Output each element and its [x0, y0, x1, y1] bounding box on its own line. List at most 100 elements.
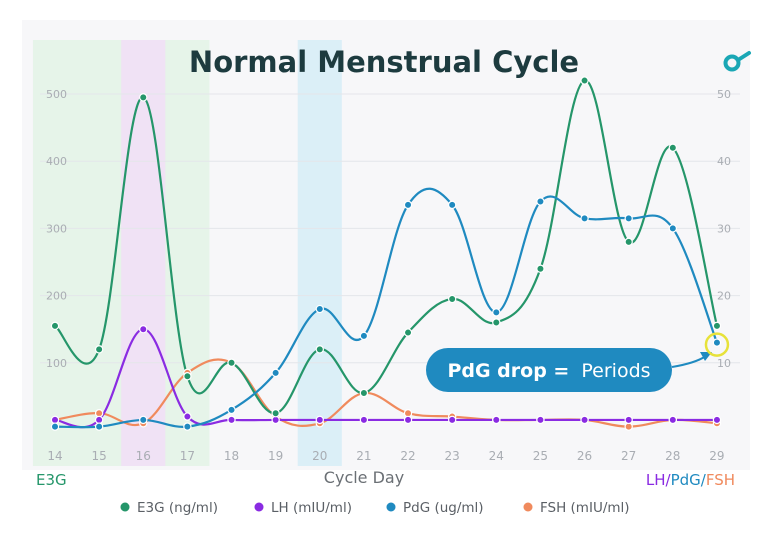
y-tick-left: 500	[46, 88, 67, 101]
point-pdg[interactable]	[403, 200, 413, 210]
point-e3g[interactable]	[50, 321, 60, 331]
series-lines	[54, 79, 719, 429]
point-pdg[interactable]	[271, 368, 280, 378]
point-pdg[interactable]	[139, 415, 148, 425]
annotation-label: Periods	[581, 360, 650, 382]
y-tick-left: 400	[46, 155, 67, 168]
x-tick: 27	[621, 449, 636, 463]
point-lh[interactable]	[447, 415, 457, 425]
highlight-band-blue	[297, 40, 342, 466]
x-tick: 20	[312, 449, 327, 463]
x-tick: 29	[709, 449, 724, 463]
point-e3g[interactable]	[712, 321, 722, 331]
point-lh[interactable]	[271, 415, 280, 425]
point-e3g[interactable]	[403, 328, 413, 337]
x-tick: 24	[489, 449, 504, 463]
x-tick: 23	[445, 449, 460, 463]
point-pdg[interactable]	[183, 422, 192, 431]
annotation-arrowhead	[700, 352, 712, 361]
point-pdg[interactable]	[580, 214, 589, 223]
right-axis-sep: /	[666, 471, 672, 489]
point-lh[interactable]	[50, 415, 60, 425]
o-arrow-logo-icon[interactable]	[723, 51, 751, 72]
point-e3g[interactable]	[227, 358, 236, 367]
x-tick: 15	[91, 449, 106, 463]
point-e3g[interactable]	[668, 143, 678, 152]
point-e3g[interactable]	[536, 264, 545, 273]
point-e3g[interactable]	[580, 76, 589, 85]
legend-swatch-pdg	[386, 502, 396, 512]
legend-label-pdg: PdG (ug/ml)	[403, 500, 484, 516]
point-lh[interactable]	[712, 415, 722, 425]
x-tick: 14	[47, 449, 62, 463]
point-lh[interactable]	[580, 415, 589, 425]
point-lh[interactable]	[359, 415, 369, 425]
point-e3g[interactable]	[359, 388, 369, 398]
point-pdg[interactable]	[315, 304, 324, 314]
point-e3g[interactable]	[492, 318, 501, 327]
point-lh[interactable]	[668, 415, 678, 425]
right-axis-sep: /	[701, 471, 707, 489]
point-lh[interactable]	[139, 325, 148, 334]
highlight-bands	[32, 40, 342, 466]
chart-title: Normal Menstrual Cycle	[189, 45, 579, 79]
y-tick-right: 20	[717, 290, 731, 303]
point-lh[interactable]	[94, 415, 104, 425]
point-e3g[interactable]	[271, 409, 280, 418]
point-pdg[interactable]	[447, 200, 457, 210]
y-tick-left: 100	[46, 357, 67, 370]
point-lh[interactable]	[227, 415, 236, 425]
point-pdg[interactable]	[624, 214, 633, 223]
tick-labels: 100 200 300 400 500 10 20 30 40 50 14 15 16 17 18 19 20 2…	[46, 88, 731, 463]
y-tick-right: 30	[717, 222, 731, 235]
x-tick: 16	[136, 449, 151, 463]
point-pdg[interactable]	[492, 308, 501, 317]
point-e3g[interactable]	[447, 294, 457, 304]
point-e3g[interactable]	[139, 93, 148, 102]
point-pdg[interactable]	[712, 338, 722, 347]
y-tick-right: 40	[717, 155, 731, 168]
right-axis-label: LH/PdG/FSH	[646, 471, 735, 489]
point-e3g[interactable]	[183, 372, 192, 381]
point-lh[interactable]	[536, 415, 545, 425]
point-pdg[interactable]	[668, 224, 678, 233]
y-tick-left: 300	[46, 222, 67, 235]
point-e3g[interactable]	[94, 345, 104, 354]
legend-swatch-lh	[254, 502, 264, 512]
legend-swatch-e3g	[120, 502, 130, 512]
point-e3g[interactable]	[315, 345, 324, 354]
annotation-box	[426, 348, 672, 392]
legend-label-fsh: FSH (mIU/ml)	[540, 500, 630, 516]
point-e3g[interactable]	[624, 237, 633, 247]
point-pdg[interactable]	[359, 331, 369, 341]
point-pdg[interactable]	[227, 405, 236, 415]
series-line-fsh	[54, 358, 718, 428]
highlight-band-purple	[121, 40, 166, 466]
annotation-bold: PdG drop =	[447, 360, 569, 382]
legend-label-lh: LH (mIU/ml)	[271, 500, 352, 516]
series-line-lh	[54, 328, 717, 429]
point-pdg[interactable]	[50, 422, 60, 431]
x-tick: 25	[533, 449, 548, 463]
right-axis-fsh: FSH	[706, 471, 735, 489]
point-pdg[interactable]	[94, 422, 104, 431]
point-lh[interactable]	[403, 415, 413, 425]
x-tick: 21	[356, 449, 371, 463]
y-tick-left: 200	[46, 290, 67, 303]
x-tick: 17	[180, 449, 195, 463]
point-lh[interactable]	[315, 415, 324, 425]
x-tick: 18	[224, 449, 239, 463]
x-tick: 22	[400, 449, 415, 463]
legend-swatch-fsh	[523, 502, 533, 512]
y-tick-right: 10	[717, 357, 731, 370]
point-lh[interactable]	[183, 412, 192, 421]
x-tick: 26	[577, 449, 592, 463]
right-axis-pdg: PdG	[671, 471, 701, 489]
right-axis-lh: LH	[646, 471, 666, 489]
x-tick: 19	[268, 449, 283, 463]
point-lh[interactable]	[624, 415, 633, 425]
y-tick-right: 50	[717, 88, 731, 101]
point-pdg[interactable]	[536, 197, 545, 206]
point-lh[interactable]	[492, 415, 501, 425]
